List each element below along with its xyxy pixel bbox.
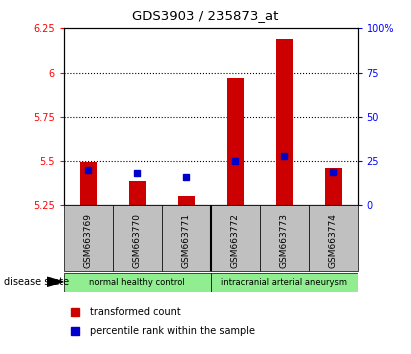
- Text: GSM663774: GSM663774: [328, 213, 337, 268]
- Bar: [80, 162, 97, 205]
- Text: GSM663772: GSM663772: [231, 213, 240, 268]
- Text: GSM663771: GSM663771: [182, 213, 191, 268]
- Text: percentile rank within the sample: percentile rank within the sample: [90, 326, 255, 336]
- Bar: [275, 39, 293, 205]
- Bar: [309, 205, 358, 271]
- Bar: [64, 205, 113, 271]
- Bar: [226, 78, 244, 205]
- Text: normal healthy control: normal healthy control: [89, 278, 185, 287]
- Bar: [162, 205, 211, 271]
- Text: GSM663773: GSM663773: [279, 213, 289, 268]
- Text: intracranial arterial aneurysm: intracranial arterial aneurysm: [221, 278, 347, 287]
- Text: disease state: disease state: [4, 277, 69, 287]
- Bar: [211, 273, 358, 292]
- Bar: [129, 182, 146, 205]
- Text: GDS3903 / 235873_at: GDS3903 / 235873_at: [132, 9, 279, 22]
- Text: transformed count: transformed count: [90, 307, 181, 317]
- Bar: [64, 273, 210, 292]
- Polygon shape: [47, 277, 63, 286]
- Bar: [113, 205, 162, 271]
- Text: GSM663769: GSM663769: [84, 213, 93, 268]
- Bar: [178, 196, 195, 205]
- Text: GSM663770: GSM663770: [133, 213, 142, 268]
- Bar: [325, 168, 342, 205]
- Bar: [211, 205, 260, 271]
- Bar: [260, 205, 309, 271]
